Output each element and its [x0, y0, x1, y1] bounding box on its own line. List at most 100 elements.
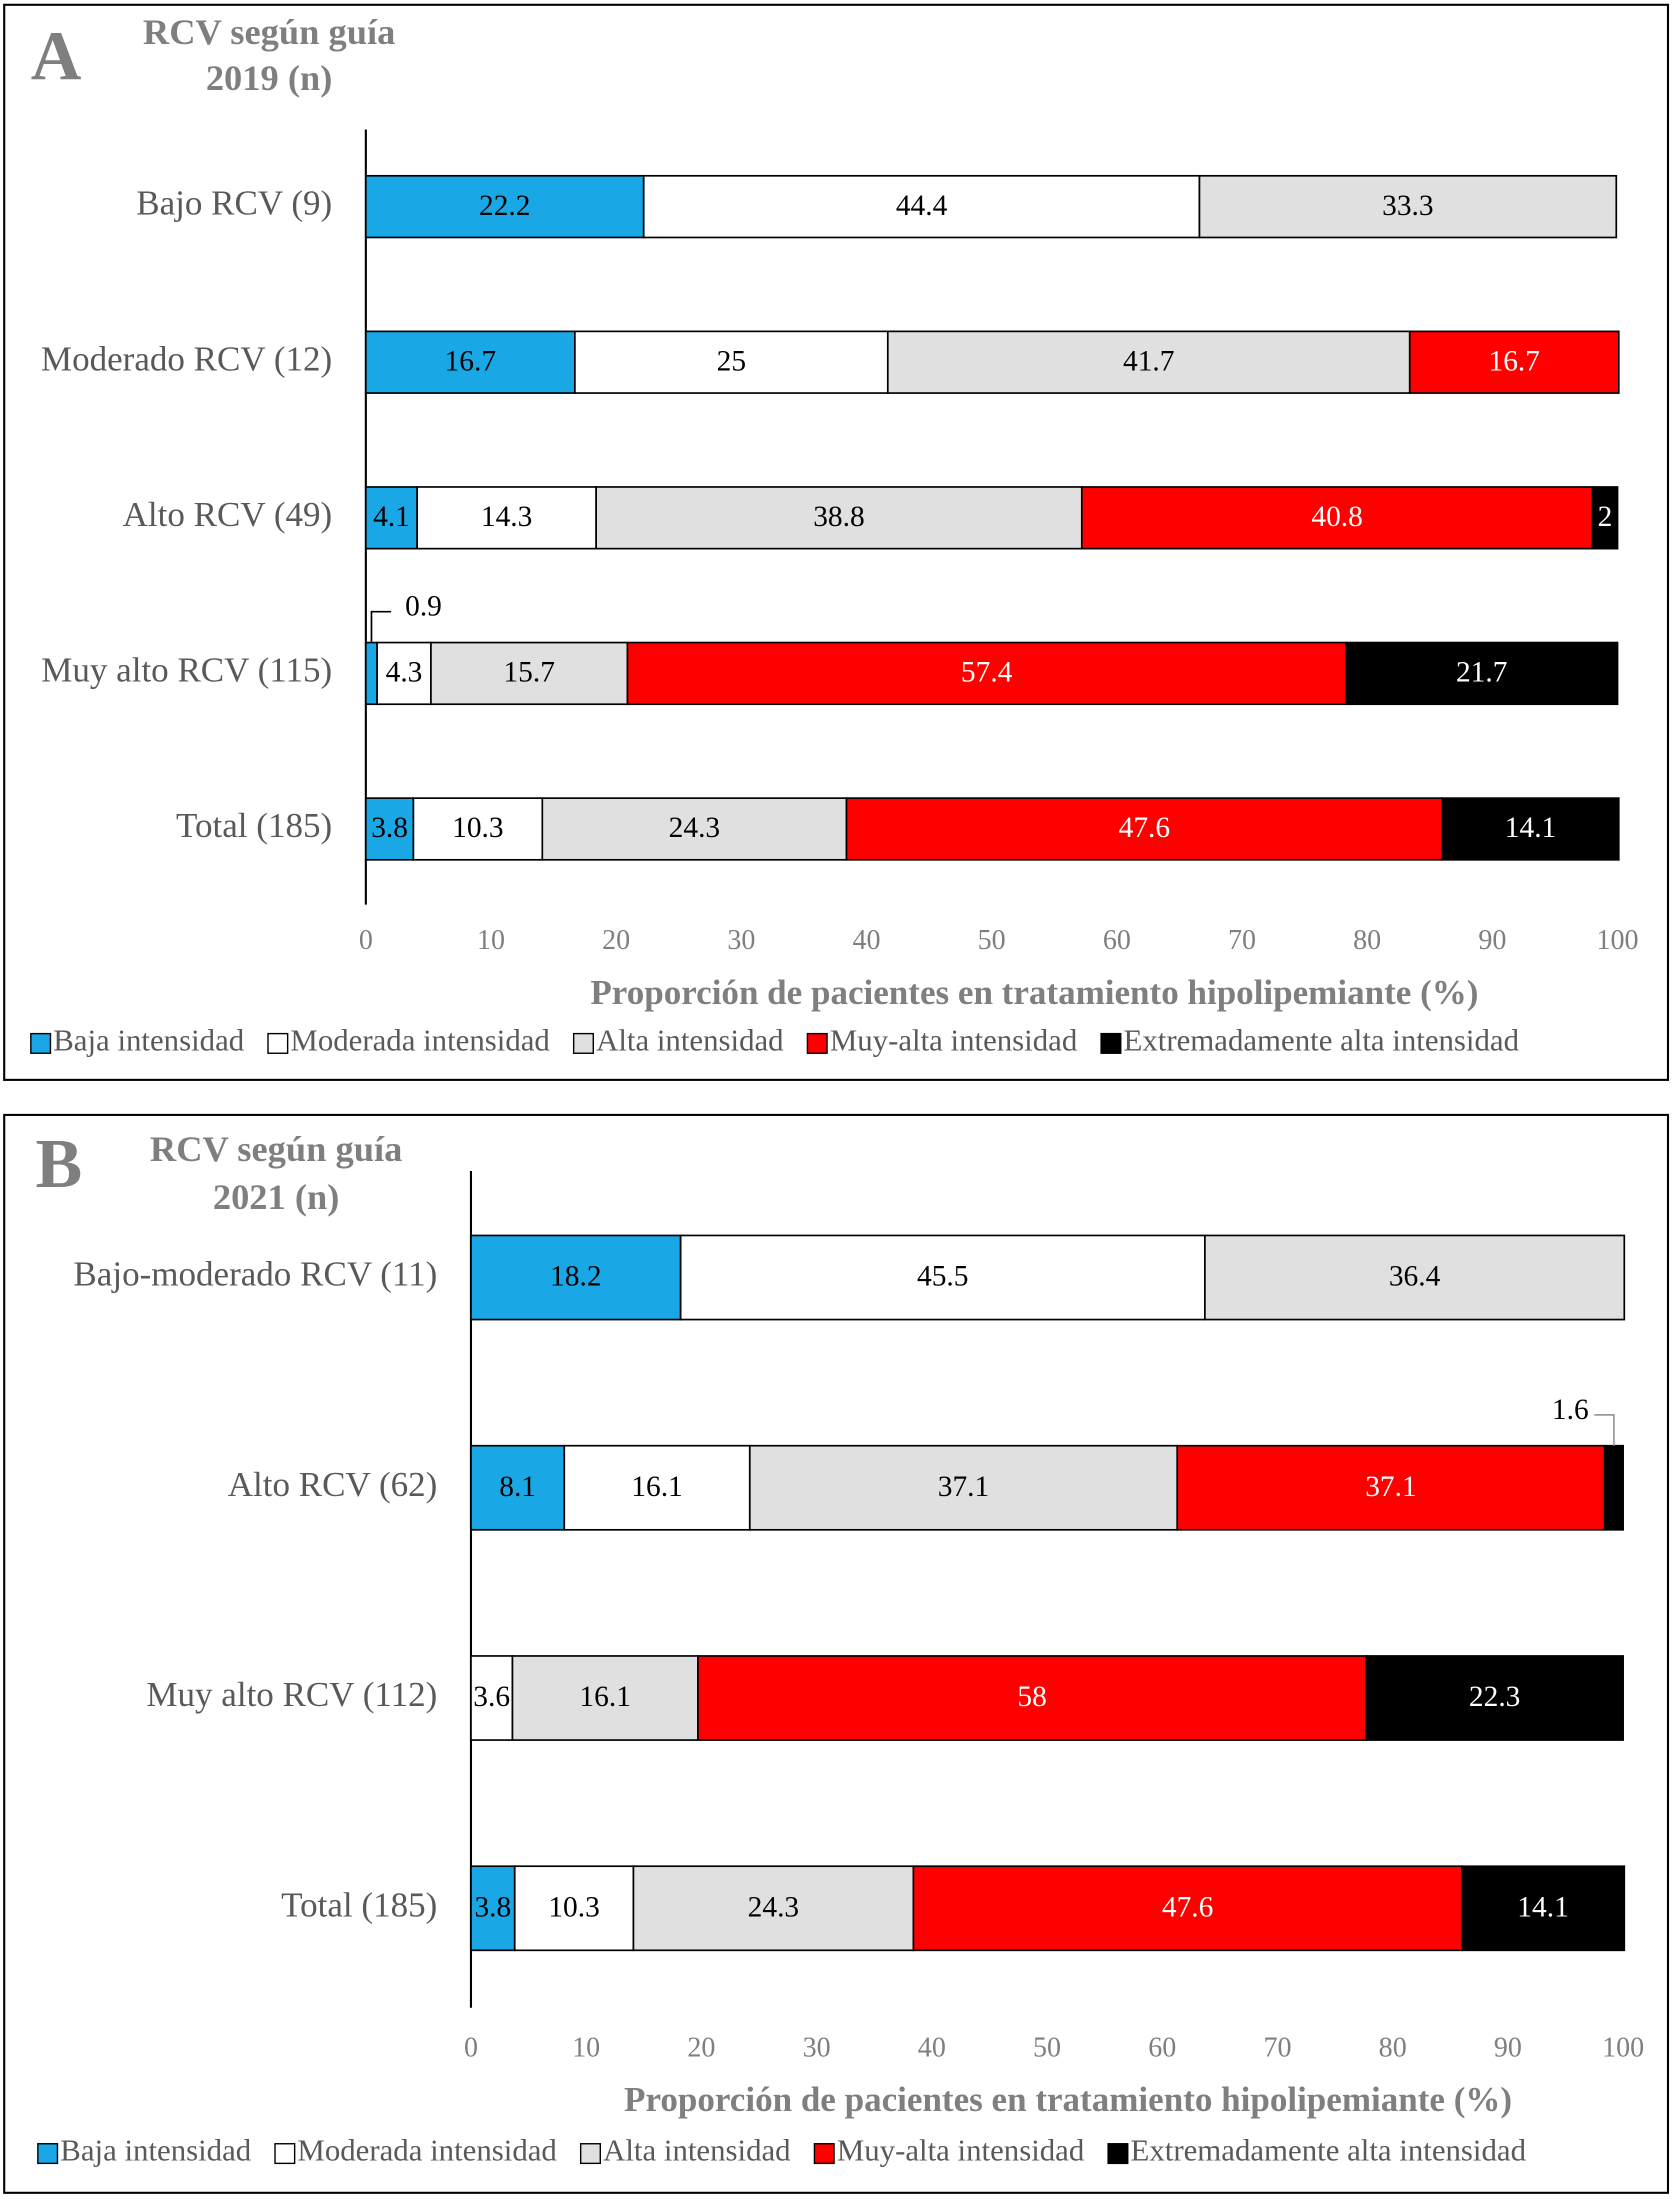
legend-swatch [579, 2143, 601, 2165]
category-label: Alto RCV (49) [123, 495, 333, 534]
x-tick-label: 40 [918, 2032, 946, 2063]
bar-segment [430, 641, 629, 706]
x-tick-label: 30 [803, 2032, 831, 2063]
bar-segment [642, 174, 1201, 239]
x-tick-label: 60 [1148, 2032, 1176, 2063]
x-axis-label: Proporción de pacientes en tratamiento h… [590, 973, 1478, 1012]
data-label: 36.4 [1389, 1261, 1441, 1293]
x-tick-label: 100 [1597, 925, 1639, 956]
data-label: 38.8 [813, 501, 864, 533]
bar-segment [912, 1865, 1463, 1952]
legend-label: Muy-alta intensidad [837, 2134, 1085, 2168]
bar-segment [845, 797, 1444, 861]
leader-line [1594, 1414, 1615, 1446]
axis-title: RCV según guía [143, 12, 395, 52]
bar-segment [563, 1444, 751, 1531]
data-label: 40.8 [1311, 501, 1362, 533]
legend-swatch [267, 1032, 289, 1054]
legend-swatch [37, 2143, 59, 2165]
data-label: 45.5 [917, 1261, 968, 1293]
bar-segment [1408, 330, 1620, 394]
bar-segment [364, 486, 418, 550]
x-tick-label: 100 [1602, 2032, 1644, 2063]
data-label: 3.6 [473, 1681, 510, 1713]
data-label: 14.1 [1517, 1891, 1569, 1923]
data-label: 24.3 [669, 812, 721, 844]
bar-segment [748, 1444, 1179, 1531]
x-axis-label: Proporción de pacientes en tratamiento h… [624, 2080, 1512, 2119]
bar-segment [632, 1865, 915, 1952]
data-label: 18.2 [550, 1261, 602, 1293]
bar-segment [697, 1655, 1368, 1741]
x-tick-label: 30 [727, 925, 755, 956]
axis-title: RCV según guía [150, 1129, 402, 1169]
legend-label: Moderada intensidad [290, 1024, 550, 1058]
legend-label: Moderada intensidad [297, 2134, 557, 2168]
bar-segment [513, 1865, 635, 1952]
data-label: 16.7 [445, 345, 497, 377]
data-label: 1.6 [1552, 1394, 1589, 1426]
legend-label: Extremadamente alta intensidad [1131, 2134, 1527, 2168]
legend-swatch [274, 2143, 296, 2165]
x-tick-label: 80 [1353, 925, 1381, 956]
bar-segment [1204, 1234, 1626, 1321]
legend-label: Alta intensidad [603, 2134, 791, 2168]
data-label: 3.8 [474, 1891, 511, 1923]
data-label: 22.3 [1469, 1681, 1521, 1713]
legend-swatch [1107, 2143, 1129, 2165]
x-tick-label: 50 [978, 925, 1006, 956]
bar-segment [1365, 1655, 1624, 1741]
axis-title: 2021 (n) [213, 1177, 340, 1217]
bar-segment [541, 797, 848, 861]
bar-segment [595, 486, 1083, 550]
category-label: Bajo-moderado RCV (11) [73, 1255, 437, 1294]
legend-swatch [1100, 1032, 1122, 1054]
data-label: 8.1 [499, 1471, 536, 1503]
data-label: 33.3 [1382, 190, 1433, 222]
data-label: 24.3 [748, 1891, 799, 1923]
data-label: 16.1 [631, 1471, 683, 1503]
x-tick-label: 20 [687, 2032, 715, 2063]
bar-segment [1176, 1444, 1606, 1531]
data-label: 16.7 [1489, 345, 1541, 377]
legend-label: Baja intensidad [60, 2134, 252, 2168]
bar-segment [470, 1234, 682, 1321]
x-tick-label: 90 [1494, 2032, 1522, 2063]
panel-frame [3, 3, 1670, 1081]
category-label: Total (185) [281, 1885, 437, 1924]
legend-label: Baja intensidad [53, 1024, 245, 1058]
bar-segment [1460, 1865, 1626, 1952]
data-label: 47.6 [1162, 1891, 1214, 1923]
bar-segment [1603, 1444, 1624, 1531]
legend-swatch [30, 1032, 52, 1054]
data-label: 10.3 [548, 1891, 600, 1923]
data-label: 58 [1017, 1681, 1046, 1713]
panel-letter: B [35, 1126, 82, 1203]
data-label: 15.7 [503, 657, 554, 689]
data-label: 25 [717, 345, 746, 377]
bar-segment [364, 174, 645, 239]
x-tick-label: 40 [853, 925, 881, 956]
data-label: 2 [1598, 501, 1613, 533]
data-label: 14.1 [1505, 812, 1557, 844]
bar-segment [364, 641, 378, 706]
bar-segment [470, 1444, 566, 1531]
data-label: 14.3 [481, 501, 532, 533]
bar-segment [376, 641, 432, 706]
x-tick-label: 50 [1033, 2032, 1061, 2063]
x-tick-label: 0 [464, 2032, 478, 2063]
data-label: 10.3 [452, 812, 504, 844]
legend-label: Extremadamente alta intensidad [1124, 1024, 1520, 1058]
category-label: Moderado RCV (12) [41, 339, 332, 378]
data-label: 44.4 [896, 190, 948, 222]
data-label: 0.9 [405, 591, 442, 623]
data-label: 41.7 [1123, 345, 1175, 377]
x-tick-label: 60 [1103, 925, 1131, 956]
panel-frame [3, 1113, 1670, 2194]
bar-segment [470, 1865, 516, 1952]
data-label: 4.1 [373, 501, 410, 533]
data-label: 21.7 [1456, 657, 1508, 689]
bar-segment [1441, 797, 1620, 861]
data-label: 4.3 [386, 657, 423, 689]
